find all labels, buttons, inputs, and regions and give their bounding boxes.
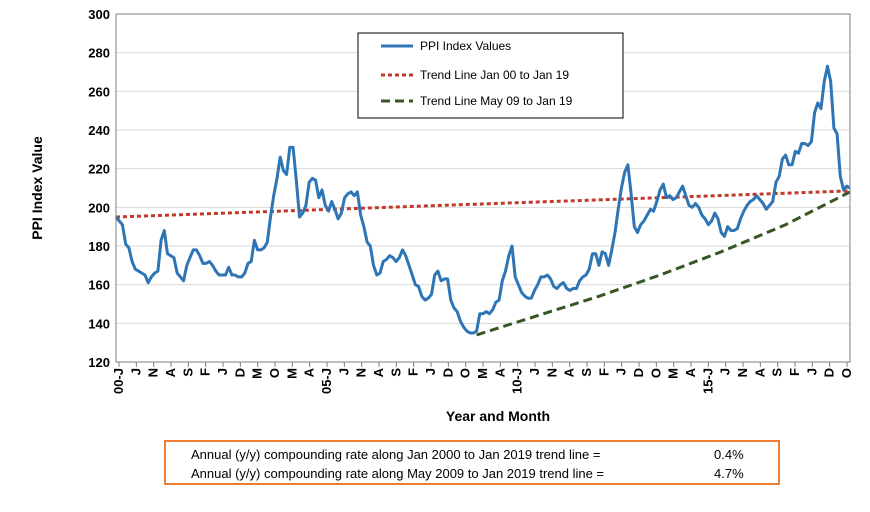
x-tick-label: A — [302, 367, 317, 377]
legend-label-trend-2000: Trend Line Jan 00 to Jan 19 — [420, 68, 569, 82]
x-tick-label: D — [631, 368, 646, 377]
y-tick-label: 220 — [88, 162, 110, 177]
y-tick-label: 180 — [88, 239, 110, 254]
x-tick-label: D — [822, 368, 837, 377]
x-tick-label: J — [614, 368, 629, 375]
y-tick-label: 240 — [88, 123, 110, 138]
y-tick-label: 300 — [88, 7, 110, 22]
x-tick-label: N — [354, 368, 369, 377]
y-tick-label: 280 — [88, 46, 110, 61]
series-line-2 — [476, 190, 851, 337]
x-tick-label: J — [128, 368, 143, 375]
series-line-0 — [114, 64, 851, 335]
x-tick-label: N — [735, 368, 750, 377]
x-tick-label: F — [787, 368, 802, 376]
x-tick-label: J — [718, 368, 733, 375]
x-tick-label: S — [180, 368, 195, 377]
x-tick-label: S — [770, 368, 785, 377]
rate-row-2009-label: Annual (y/y) compounding rate along May … — [191, 466, 605, 481]
x-axis-title: Year and Month — [446, 408, 550, 424]
rate-row-2009-value: 4.7% — [714, 466, 744, 481]
y-axis-ticks: 120 140 160 180 200 220 240 260 280 300 — [88, 7, 110, 370]
x-tick-label: A — [371, 367, 386, 377]
x-tick-label: S — [388, 368, 403, 377]
y-tick-label: 200 — [88, 200, 110, 215]
y-tick-label: 260 — [88, 84, 110, 99]
legend-label-ppi: PPI Index Values — [420, 39, 511, 53]
x-tick-label: 15-J — [700, 368, 715, 394]
x-tick-label: O — [458, 368, 473, 378]
x-tick-label: N — [544, 368, 559, 377]
x-tick-label: M — [666, 368, 681, 379]
rate-row-2000-value: 0.4% — [714, 447, 744, 462]
x-tick-label: O — [648, 368, 663, 378]
y-tick-label: 160 — [88, 278, 110, 293]
x-tick-label: M — [284, 368, 299, 379]
rate-row-2000-label: Annual (y/y) compounding rate along Jan … — [191, 447, 601, 462]
x-tick-label: A — [752, 367, 767, 377]
x-tick-label: J — [804, 368, 819, 375]
series-layer — [114, 64, 851, 337]
x-tick-label: M — [250, 368, 265, 379]
x-tick-label: J — [423, 368, 438, 375]
compounding-rate-box: Annual (y/y) compounding rate along Jan … — [164, 440, 780, 485]
x-tick-label: O — [267, 368, 282, 378]
legend-label-trend-2009: Trend Line May 09 to Jan 19 — [420, 94, 573, 108]
y-tick-label: 120 — [88, 355, 110, 370]
x-tick-label: D — [232, 368, 247, 377]
x-axis-ticks: 00-J J N A S F J D M O M A 05-J J N A S F J D O M A 10-J J N A S F J D… — [111, 362, 854, 394]
x-tick-label: J — [215, 368, 230, 375]
x-tick-label: J — [336, 368, 351, 375]
x-tick-label: F — [406, 368, 421, 376]
x-tick-label: 10-J — [510, 368, 525, 394]
x-tick-label: F — [596, 368, 611, 376]
x-tick-label: A — [683, 367, 698, 377]
x-tick-label: J — [527, 368, 542, 375]
x-tick-label: O — [839, 368, 854, 378]
y-tick-label: 140 — [88, 316, 110, 331]
legend: PPI Index Values Trend Line Jan 00 to Ja… — [357, 32, 624, 119]
x-tick-label: N — [146, 368, 161, 377]
series-line-1 — [115, 189, 851, 219]
x-tick-label: S — [579, 368, 594, 377]
x-tick-label: 05-J — [319, 368, 334, 394]
x-tick-label: D — [440, 368, 455, 377]
x-tick-label: 00-J — [111, 368, 126, 394]
y-axis-title: PPI Index Value — [29, 136, 45, 240]
x-tick-label: A — [163, 367, 178, 377]
x-tick-label: M — [475, 368, 490, 379]
x-tick-label: F — [198, 368, 213, 376]
x-tick-label: A — [562, 367, 577, 377]
x-tick-label: A — [492, 367, 507, 377]
